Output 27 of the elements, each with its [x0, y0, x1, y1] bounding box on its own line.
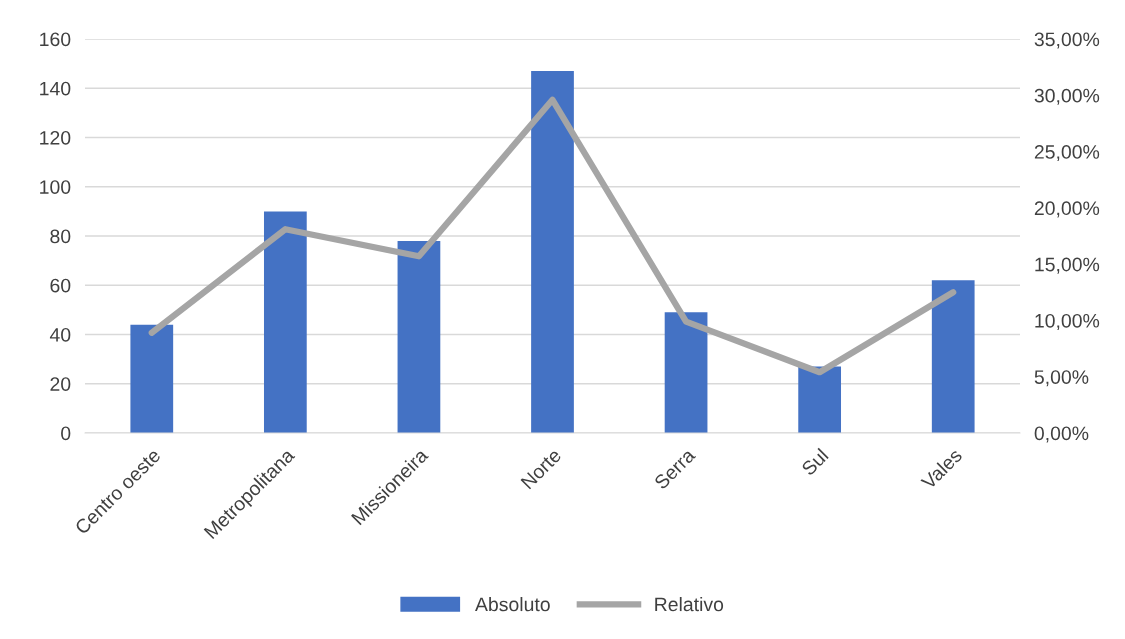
- y2-tick-label: 25,00%: [1034, 145, 1100, 162]
- bar: [798, 366, 842, 433]
- y2-tick-label: 35,00%: [1034, 32, 1100, 49]
- bar: [263, 211, 307, 433]
- y2-tick-label: 30,00%: [1034, 88, 1100, 105]
- y-tick-label: 100: [40, 180, 71, 194]
- y2-tick-label: 20,00%: [1034, 201, 1100, 218]
- y-tick-label: 20: [50, 377, 71, 391]
- y2-tick-label: 10,00%: [1035, 313, 1100, 330]
- y-tick-label: 140: [40, 81, 71, 96]
- bar: [931, 280, 975, 433]
- y-tick-label: 80: [50, 229, 71, 244]
- bar: [130, 324, 174, 433]
- legend-label: Relativo: [655, 596, 724, 612]
- y2-tick-label: 0,00%: [1034, 426, 1089, 443]
- bar: [664, 312, 708, 433]
- y-tick-label: 120: [40, 130, 71, 145]
- y-tick-label: 0: [61, 426, 71, 441]
- x-tick-label: Sul: [800, 447, 829, 477]
- bar: [397, 240, 441, 433]
- y2-tick-label: 15,00%: [1035, 257, 1100, 274]
- bar: [531, 71, 574, 433]
- legend-label: Absoluto: [475, 596, 550, 612]
- y-tick-label: 40: [49, 327, 71, 342]
- y-tick-label: 60: [50, 278, 71, 293]
- y-tick-label: 160: [40, 32, 71, 47]
- y2-tick-label: 5,00%: [1034, 370, 1089, 387]
